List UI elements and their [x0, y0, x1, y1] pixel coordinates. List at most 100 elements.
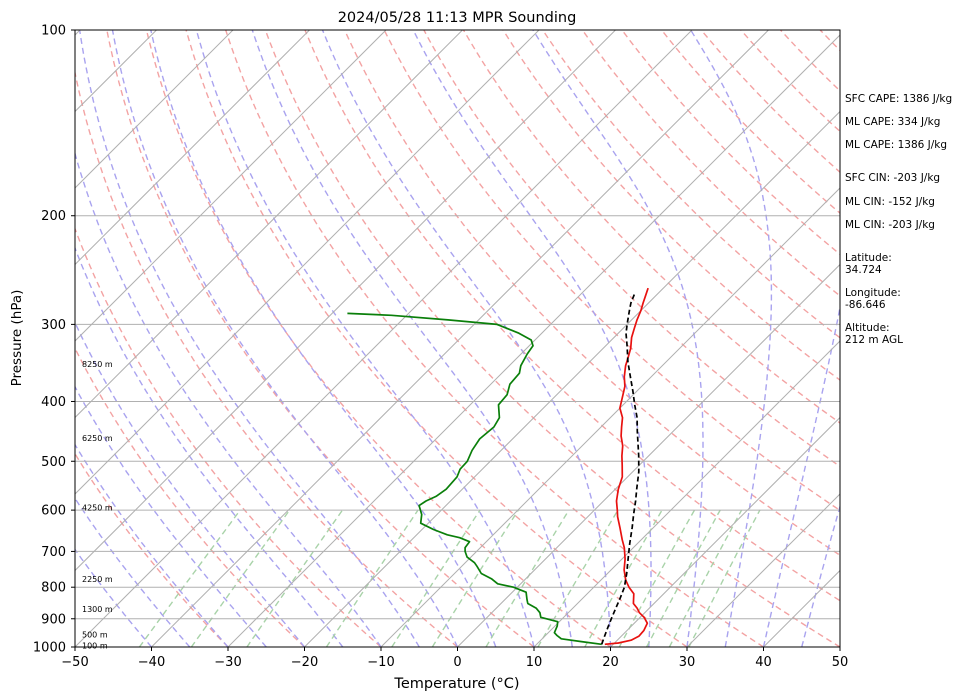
- dry-adiabat-line: [661, 30, 840, 215]
- sfc-cin-text: SFC CIN: -203 J/kg: [845, 172, 941, 184]
- height-label: 100 m: [82, 642, 108, 651]
- dry-adiabat-line: [75, 452, 229, 647]
- x-tick-label: 40: [755, 655, 772, 670]
- moist-adiabat-line: [762, 303, 840, 647]
- x-tick-label: −10: [367, 655, 394, 670]
- ml-cape-text-1: ML CAPE: 334 J/kg: [845, 116, 941, 128]
- x-tick-label: 50: [832, 655, 849, 670]
- x-tick-label: 10: [526, 655, 543, 670]
- isotherm-line: [380, 187, 840, 647]
- dry-adiabat-line: [621, 30, 840, 256]
- mixing-ratio-line: [688, 509, 761, 647]
- mixing-ratio-line: [645, 509, 721, 647]
- height-label: 6250 m: [82, 434, 113, 443]
- height-label: 2250 m: [82, 575, 113, 584]
- dewpoint-trace: [347, 312, 602, 646]
- isotherm-line: [75, 30, 463, 419]
- moist-adiabat-line: [690, 30, 773, 647]
- moist-adiabat-line: [150, 30, 497, 647]
- moist-adiabat-line: [75, 443, 229, 647]
- moist-adiabat-line: [195, 30, 535, 647]
- moist-adiabat-line: [111, 30, 459, 647]
- y-tick-label: 200: [41, 209, 66, 224]
- isotherm-line: [304, 110, 840, 647]
- dry-adiabat-line: [75, 226, 382, 647]
- moist-adiabat-line: [251, 30, 573, 647]
- dry-adiabat-line: [106, 30, 535, 647]
- x-axis-label: Temperature (°C): [393, 676, 519, 692]
- y-tick-label: 800: [41, 581, 66, 596]
- height-labels: 8250 m 6250 m 4250 m 2250 m 1300 m 500 m 100 m: [82, 360, 113, 651]
- mixing-ratio-line: [431, 509, 519, 647]
- ml-cin-text-2: ML CIN: -203 J/kg: [845, 219, 935, 231]
- mixing-ratio-line: [668, 509, 743, 647]
- isotherm-line: [227, 34, 840, 647]
- ml-cin-text-1: ML CIN: -152 J/kg: [845, 196, 935, 208]
- y-tick-label: 500: [41, 455, 66, 470]
- y-tick-label: 700: [41, 545, 66, 560]
- isotherm-line: [533, 340, 840, 647]
- y-tick-label: 300: [41, 318, 66, 333]
- dry-adiabat-line: [462, 30, 840, 424]
- dry-adiabat-line: [343, 30, 840, 557]
- moist-adiabat-line: [75, 246, 344, 647]
- x-tick-label: 30: [679, 655, 696, 670]
- latitude-text: Latitude: 34.724: [845, 252, 892, 276]
- dry-adiabat-line: [304, 30, 840, 602]
- y-axis-ticks: 100 200 300 400 500 600 700 800 900 1000: [33, 24, 75, 656]
- x-tick-label: 0: [453, 655, 461, 670]
- height-label: 1300 m: [82, 605, 113, 614]
- moist-adiabat-line: [412, 30, 652, 647]
- y-tick-label: 900: [41, 612, 66, 627]
- moist-adiabat-line: [321, 30, 612, 647]
- isotherm-line: [75, 30, 693, 647]
- isotherm-line: [610, 416, 840, 647]
- height-label: 500 m: [82, 631, 108, 640]
- mixing-ratio-line: [246, 509, 344, 647]
- height-label: 4250 m: [82, 503, 113, 512]
- chart-title: 2024/05/28 11:13 MPR Sounding: [338, 10, 577, 26]
- mixing-ratio-line: [537, 509, 619, 647]
- y-axis-label: Pressure (hPa): [9, 290, 25, 387]
- y-tick-label: 100: [41, 24, 66, 39]
- x-tick-label: −50: [61, 655, 88, 670]
- sfc-cape-text: SFC CAPE: 1386 J/kg: [845, 93, 953, 105]
- moist-adiabat-line: [78, 30, 420, 647]
- moist-adiabat-line: [532, 30, 704, 647]
- y-tick-label: 400: [41, 395, 66, 410]
- dry-adiabat-line: [145, 30, 611, 647]
- ml-cape-text-2: ML CAPE: 1386 J/kg: [845, 139, 948, 151]
- dry-adiabat-line: [75, 69, 458, 647]
- moist-adiabat-line: [801, 503, 840, 647]
- y-tick-label: 1000: [33, 641, 66, 656]
- isotherm-line: [457, 263, 840, 647]
- dry-adiabat-line: [542, 30, 840, 339]
- dry-adiabat-line: [423, 30, 840, 468]
- moist-adiabat-line: [75, 497, 191, 647]
- x-tick-label: −20: [291, 655, 318, 670]
- mixing-ratio-line: [584, 509, 663, 647]
- mixing-ratio-line: [485, 509, 570, 647]
- height-label: 8250 m: [82, 360, 113, 369]
- dry-adiabat-line: [264, 30, 840, 647]
- longitude-text: Longitude: -86.646: [845, 287, 901, 311]
- background-lines: [75, 30, 968, 647]
- sounding-traces: [347, 287, 649, 646]
- parcel-trace: [600, 293, 640, 645]
- isotherm-line: [75, 30, 616, 572]
- dry-adiabat-line: [75, 346, 305, 647]
- dry-adiabat-line: [502, 30, 840, 381]
- mixing-ratio-line: [190, 509, 291, 647]
- isotherm-line: [75, 30, 540, 495]
- dry-adiabat-line: [939, 30, 968, 647]
- x-tick-label: −40: [138, 655, 165, 670]
- isotherm-line: [686, 493, 840, 647]
- isotherm-line: [75, 30, 387, 342]
- x-tick-label: −30: [214, 655, 241, 670]
- moist-adiabat-line: [75, 151, 382, 647]
- temperature-trace: [604, 287, 649, 646]
- altitude-text: Altitude: 212 m AGL: [845, 322, 903, 346]
- y-tick-label: 600: [41, 504, 66, 519]
- plot-frame: [74, 29, 841, 648]
